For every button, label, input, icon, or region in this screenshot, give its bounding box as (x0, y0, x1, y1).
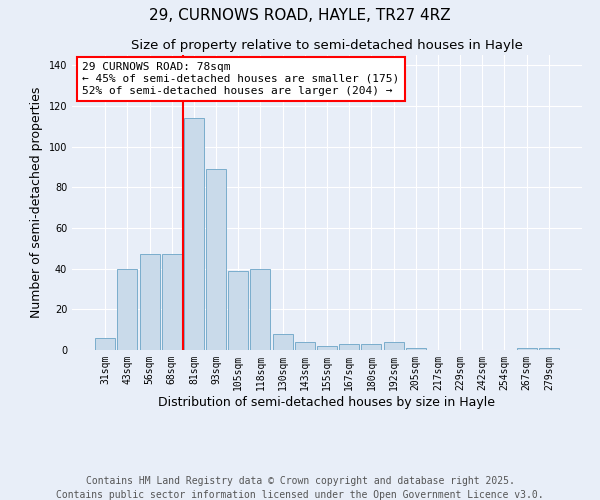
Bar (272, 334, 293, 350)
Bar (140, 254, 160, 350)
Bar (184, 118, 204, 350)
Title: Size of property relative to semi-detached houses in Hayle: Size of property relative to semi-detach… (131, 40, 523, 52)
Bar (250, 268, 271, 350)
Text: 29 CURNOWS ROAD: 78sqm
← 45% of semi-detached houses are smaller (175)
52% of se: 29 CURNOWS ROAD: 78sqm ← 45% of semi-det… (82, 62, 400, 96)
Bar (406, 348, 426, 350)
Bar (206, 169, 226, 350)
Bar (228, 270, 248, 350)
Bar (517, 348, 536, 350)
X-axis label: Distribution of semi-detached houses by size in Hayle: Distribution of semi-detached houses by … (158, 396, 496, 408)
Bar (317, 346, 337, 350)
Bar (295, 342, 315, 350)
Bar (361, 344, 382, 350)
Bar (95, 338, 115, 350)
Bar (539, 348, 559, 350)
Bar (339, 344, 359, 350)
Bar (162, 254, 182, 350)
Bar (383, 342, 404, 350)
Text: 29, CURNOWS ROAD, HAYLE, TR27 4RZ: 29, CURNOWS ROAD, HAYLE, TR27 4RZ (149, 8, 451, 22)
Bar (118, 268, 137, 350)
Y-axis label: Number of semi-detached properties: Number of semi-detached properties (30, 87, 43, 318)
Text: Contains HM Land Registry data © Crown copyright and database right 2025.
Contai: Contains HM Land Registry data © Crown c… (56, 476, 544, 500)
